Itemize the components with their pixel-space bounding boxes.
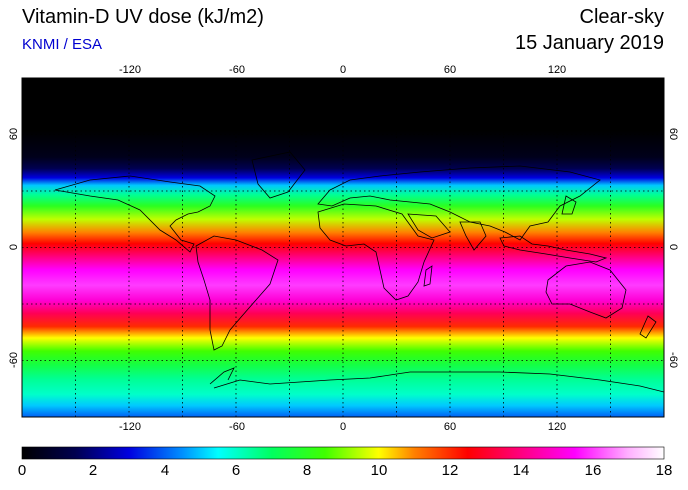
map-frame bbox=[21, 77, 665, 418]
lon-tick-top: 120 bbox=[547, 64, 567, 76]
coastline-eurasia bbox=[317, 165, 601, 241]
lat-tick-right: 60 bbox=[667, 127, 679, 141]
coastline-indonesia bbox=[499, 235, 608, 263]
lon-tick-bottom: -120 bbox=[118, 421, 142, 433]
dose-field bbox=[22, 78, 664, 417]
coastlines bbox=[54, 151, 664, 393]
map-title: Vitamin-D UV dose (kJ/m2) bbox=[22, 6, 264, 28]
lat-tick-right: -60 bbox=[667, 352, 679, 368]
lat-tick-right: 0 bbox=[667, 243, 679, 251]
lat-tick-left: 0 bbox=[8, 243, 20, 251]
coastline-antarctic-peninsula bbox=[209, 367, 235, 385]
lon-tick-top: 0 bbox=[339, 64, 347, 76]
colorbar-label: 8 bbox=[302, 462, 312, 479]
coastline-new-zealand bbox=[639, 315, 657, 339]
coastline-arabia bbox=[407, 213, 451, 239]
lat-tick-left: 60 bbox=[8, 127, 20, 141]
coastline-japan bbox=[561, 195, 577, 215]
lon-tick-bottom: -60 bbox=[229, 421, 245, 433]
colorbar-label: 14 bbox=[512, 462, 530, 479]
colorbar-label: 16 bbox=[584, 462, 602, 479]
lon-tick-bottom: 0 bbox=[339, 421, 347, 433]
colorbar-label: 18 bbox=[655, 462, 673, 479]
coastline-greenland bbox=[251, 151, 306, 199]
colorbar-label: 4 bbox=[160, 462, 170, 479]
colorbar-label: 6 bbox=[231, 462, 241, 479]
coastline-north-america bbox=[54, 175, 216, 253]
coastline-south-america bbox=[195, 235, 279, 351]
colorbar-label: 10 bbox=[370, 462, 388, 479]
colorbar-label: 0 bbox=[17, 462, 27, 479]
lon-tick-bottom: 60 bbox=[443, 421, 457, 433]
colorbar-label: 12 bbox=[441, 462, 459, 479]
sky-condition-label: Clear-sky bbox=[579, 6, 664, 28]
data-source-label: KNMI / ESA bbox=[22, 36, 103, 53]
lat-tick-left: -60 bbox=[8, 352, 20, 368]
date-label: 15 January 2019 bbox=[514, 32, 664, 54]
colorbar bbox=[21, 446, 665, 460]
coastline-madagascar bbox=[423, 265, 433, 287]
lon-tick-top: -60 bbox=[229, 64, 245, 76]
coastline-australia bbox=[545, 261, 627, 319]
lon-tick-top: -120 bbox=[118, 64, 142, 76]
colorbar-label: 2 bbox=[88, 462, 98, 479]
coastline-antarctica bbox=[213, 371, 664, 393]
coastline-india bbox=[459, 221, 487, 251]
lon-tick-top: 60 bbox=[443, 64, 457, 76]
lon-tick-bottom: 120 bbox=[547, 421, 567, 433]
